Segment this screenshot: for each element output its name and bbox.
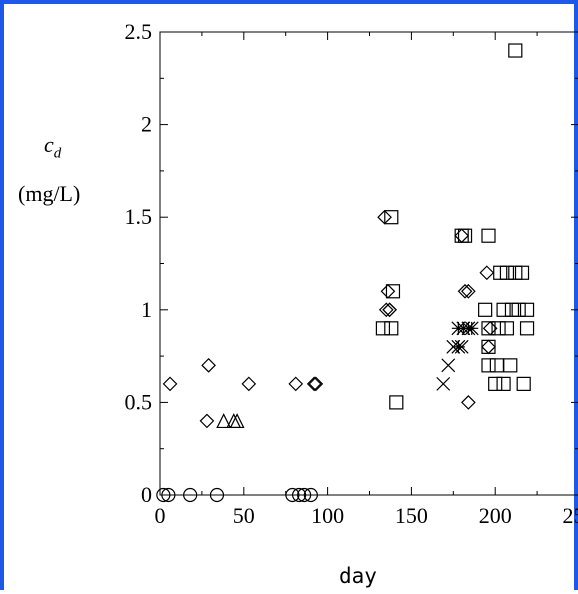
y-tick-label: 1.5 <box>125 204 153 229</box>
scatter-plot: 0 50 100 150 200 250 0 0.5 1 1.5 2 2.5 <box>4 4 578 594</box>
plot-area-border <box>160 32 578 495</box>
square-marker <box>490 359 503 372</box>
square-marker <box>390 396 403 409</box>
square-marker <box>521 303 534 316</box>
axis-ticks: 0 50 100 150 200 250 0 0.5 1 1.5 2 2.5 <box>125 19 578 528</box>
square-marker <box>376 322 389 335</box>
y-tick-label: 0.5 <box>125 389 153 414</box>
diamond-marker <box>200 414 213 427</box>
x-marker <box>442 359 455 372</box>
square-marker <box>521 322 534 335</box>
x-marker <box>437 377 450 390</box>
x-tick-label: 150 <box>395 503 428 528</box>
square-marker <box>386 285 399 298</box>
square-marker <box>482 359 495 372</box>
diamond-marker <box>242 377 255 390</box>
square-marker <box>385 322 398 335</box>
diamond-marker <box>462 396 475 409</box>
square-marker <box>509 44 522 57</box>
x-tick-label: 50 <box>233 503 255 528</box>
y-axis-label-symbol: cd <box>44 132 61 162</box>
square-marker <box>497 303 510 316</box>
square-marker <box>455 229 468 242</box>
y-tick-label: 2.5 <box>125 19 153 44</box>
square-marker <box>517 377 530 390</box>
diamond-marker <box>164 377 177 390</box>
x-tick-label: 250 <box>563 503 578 528</box>
x-axis-label: day <box>339 564 377 588</box>
square-marker <box>489 377 502 390</box>
square-marker <box>482 340 495 353</box>
x-tick-label: 100 <box>311 503 344 528</box>
diamond-marker <box>480 266 493 279</box>
y-axis-label-unit: (mg/L) <box>18 181 80 207</box>
x-tick-label: 0 <box>155 503 166 528</box>
square-marker <box>504 359 517 372</box>
x-tick-label: 200 <box>479 503 512 528</box>
asterisk-marker <box>452 340 465 353</box>
diamond-marker <box>482 340 495 353</box>
y-tick-label: 0 <box>141 482 152 507</box>
asterisk-marker <box>465 322 478 335</box>
diamond-marker <box>289 377 302 390</box>
y-tick-label: 2 <box>141 112 152 137</box>
square-marker <box>492 322 505 335</box>
diamond-marker <box>455 229 468 242</box>
diamond-marker <box>202 359 215 372</box>
diamond-marker <box>381 285 394 298</box>
square-marker <box>500 322 513 335</box>
square-marker <box>497 377 510 390</box>
data-points <box>157 44 534 501</box>
square-marker <box>482 229 495 242</box>
y-tick-label: 1 <box>141 297 152 322</box>
square-marker <box>479 303 492 316</box>
